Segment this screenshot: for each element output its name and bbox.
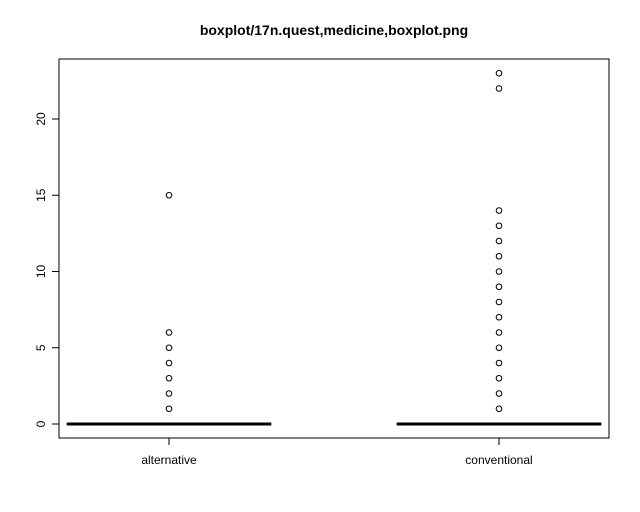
outlier-point xyxy=(165,390,173,397)
outlier-point xyxy=(495,313,503,321)
boxes xyxy=(66,69,602,426)
outlier-point xyxy=(165,329,173,336)
outlier-point xyxy=(495,390,503,397)
outlier-point xyxy=(495,237,503,245)
outlier-point xyxy=(495,374,503,382)
y-tick-label: 20 xyxy=(34,112,48,126)
outlier-point xyxy=(495,222,503,230)
x-axis: alternative conventional xyxy=(141,437,533,467)
box-conventional xyxy=(396,69,602,426)
outlier-point xyxy=(495,298,503,306)
x-tick-label: conventional xyxy=(465,453,532,467)
y-tick-label: 15 xyxy=(34,188,48,202)
outlier-point xyxy=(495,283,503,291)
y-axis: 0 5 10 15 20 xyxy=(34,112,60,427)
outlier-point xyxy=(165,191,173,199)
y-tick-label: 10 xyxy=(34,265,48,279)
outlier-point xyxy=(495,85,503,92)
box-alternative xyxy=(66,191,272,426)
outlier-point xyxy=(165,344,173,352)
outlier-point xyxy=(495,69,503,77)
outlier-point xyxy=(165,374,173,382)
chart-title: boxplot/17n.quest,medicine,boxplot.png xyxy=(200,22,468,38)
outlier-point xyxy=(495,252,503,260)
outlier-point xyxy=(495,207,503,214)
y-tick-label: 5 xyxy=(34,344,48,351)
outlier-point xyxy=(495,405,503,413)
outlier-point xyxy=(165,405,173,413)
y-tick-label: 0 xyxy=(34,420,48,427)
outlier-point xyxy=(495,344,503,352)
plot-frame xyxy=(58,58,610,439)
outlier-point xyxy=(495,359,503,367)
outlier-point xyxy=(165,359,173,367)
outlier-point xyxy=(495,268,503,275)
x-tick-label: alternative xyxy=(141,453,197,467)
outlier-point xyxy=(495,329,503,336)
